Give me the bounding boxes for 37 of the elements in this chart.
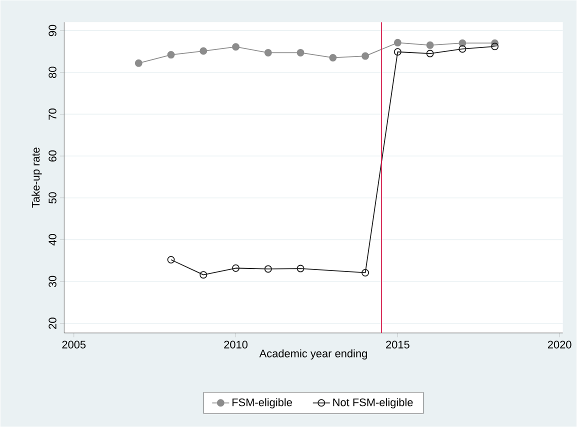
point <box>134 59 142 67</box>
y-tick-label: 80 <box>48 66 56 78</box>
x-tick-label: 2005 <box>62 340 86 348</box>
point <box>362 268 370 276</box>
x-tick-label: 2010 <box>224 340 248 348</box>
y-tick-label: 70 <box>48 108 56 120</box>
x-tick-label: 2015 <box>386 340 410 348</box>
point <box>167 51 175 59</box>
y-tick-label: 50 <box>48 192 56 204</box>
x-tick-label: 2020 <box>548 340 572 348</box>
point <box>329 54 337 62</box>
y-tick-label: 20 <box>48 318 56 329</box>
point <box>200 47 208 55</box>
point <box>426 50 434 58</box>
y-tick-label: 60 <box>48 150 56 162</box>
y-axis-title: Take-up rate <box>32 148 42 208</box>
legend-label: Not FSM-eligible <box>333 398 413 408</box>
point <box>426 41 434 49</box>
point <box>394 38 402 46</box>
point <box>264 265 272 273</box>
point <box>458 45 466 53</box>
point <box>296 264 304 272</box>
point <box>232 264 240 272</box>
y-tick-label: 40 <box>48 234 56 246</box>
y-tick-label: 90 <box>48 24 56 36</box>
point <box>491 42 499 50</box>
legend-label: FSM-eligible <box>232 398 292 408</box>
point <box>394 48 402 56</box>
point <box>362 52 370 60</box>
point <box>167 256 175 264</box>
point <box>232 43 240 51</box>
point <box>458 39 466 47</box>
x-axis-title: Academic year ending <box>259 349 367 360</box>
point <box>264 48 272 56</box>
y-tick-label: 30 <box>48 276 56 288</box>
point <box>296 48 304 56</box>
point <box>200 271 208 279</box>
